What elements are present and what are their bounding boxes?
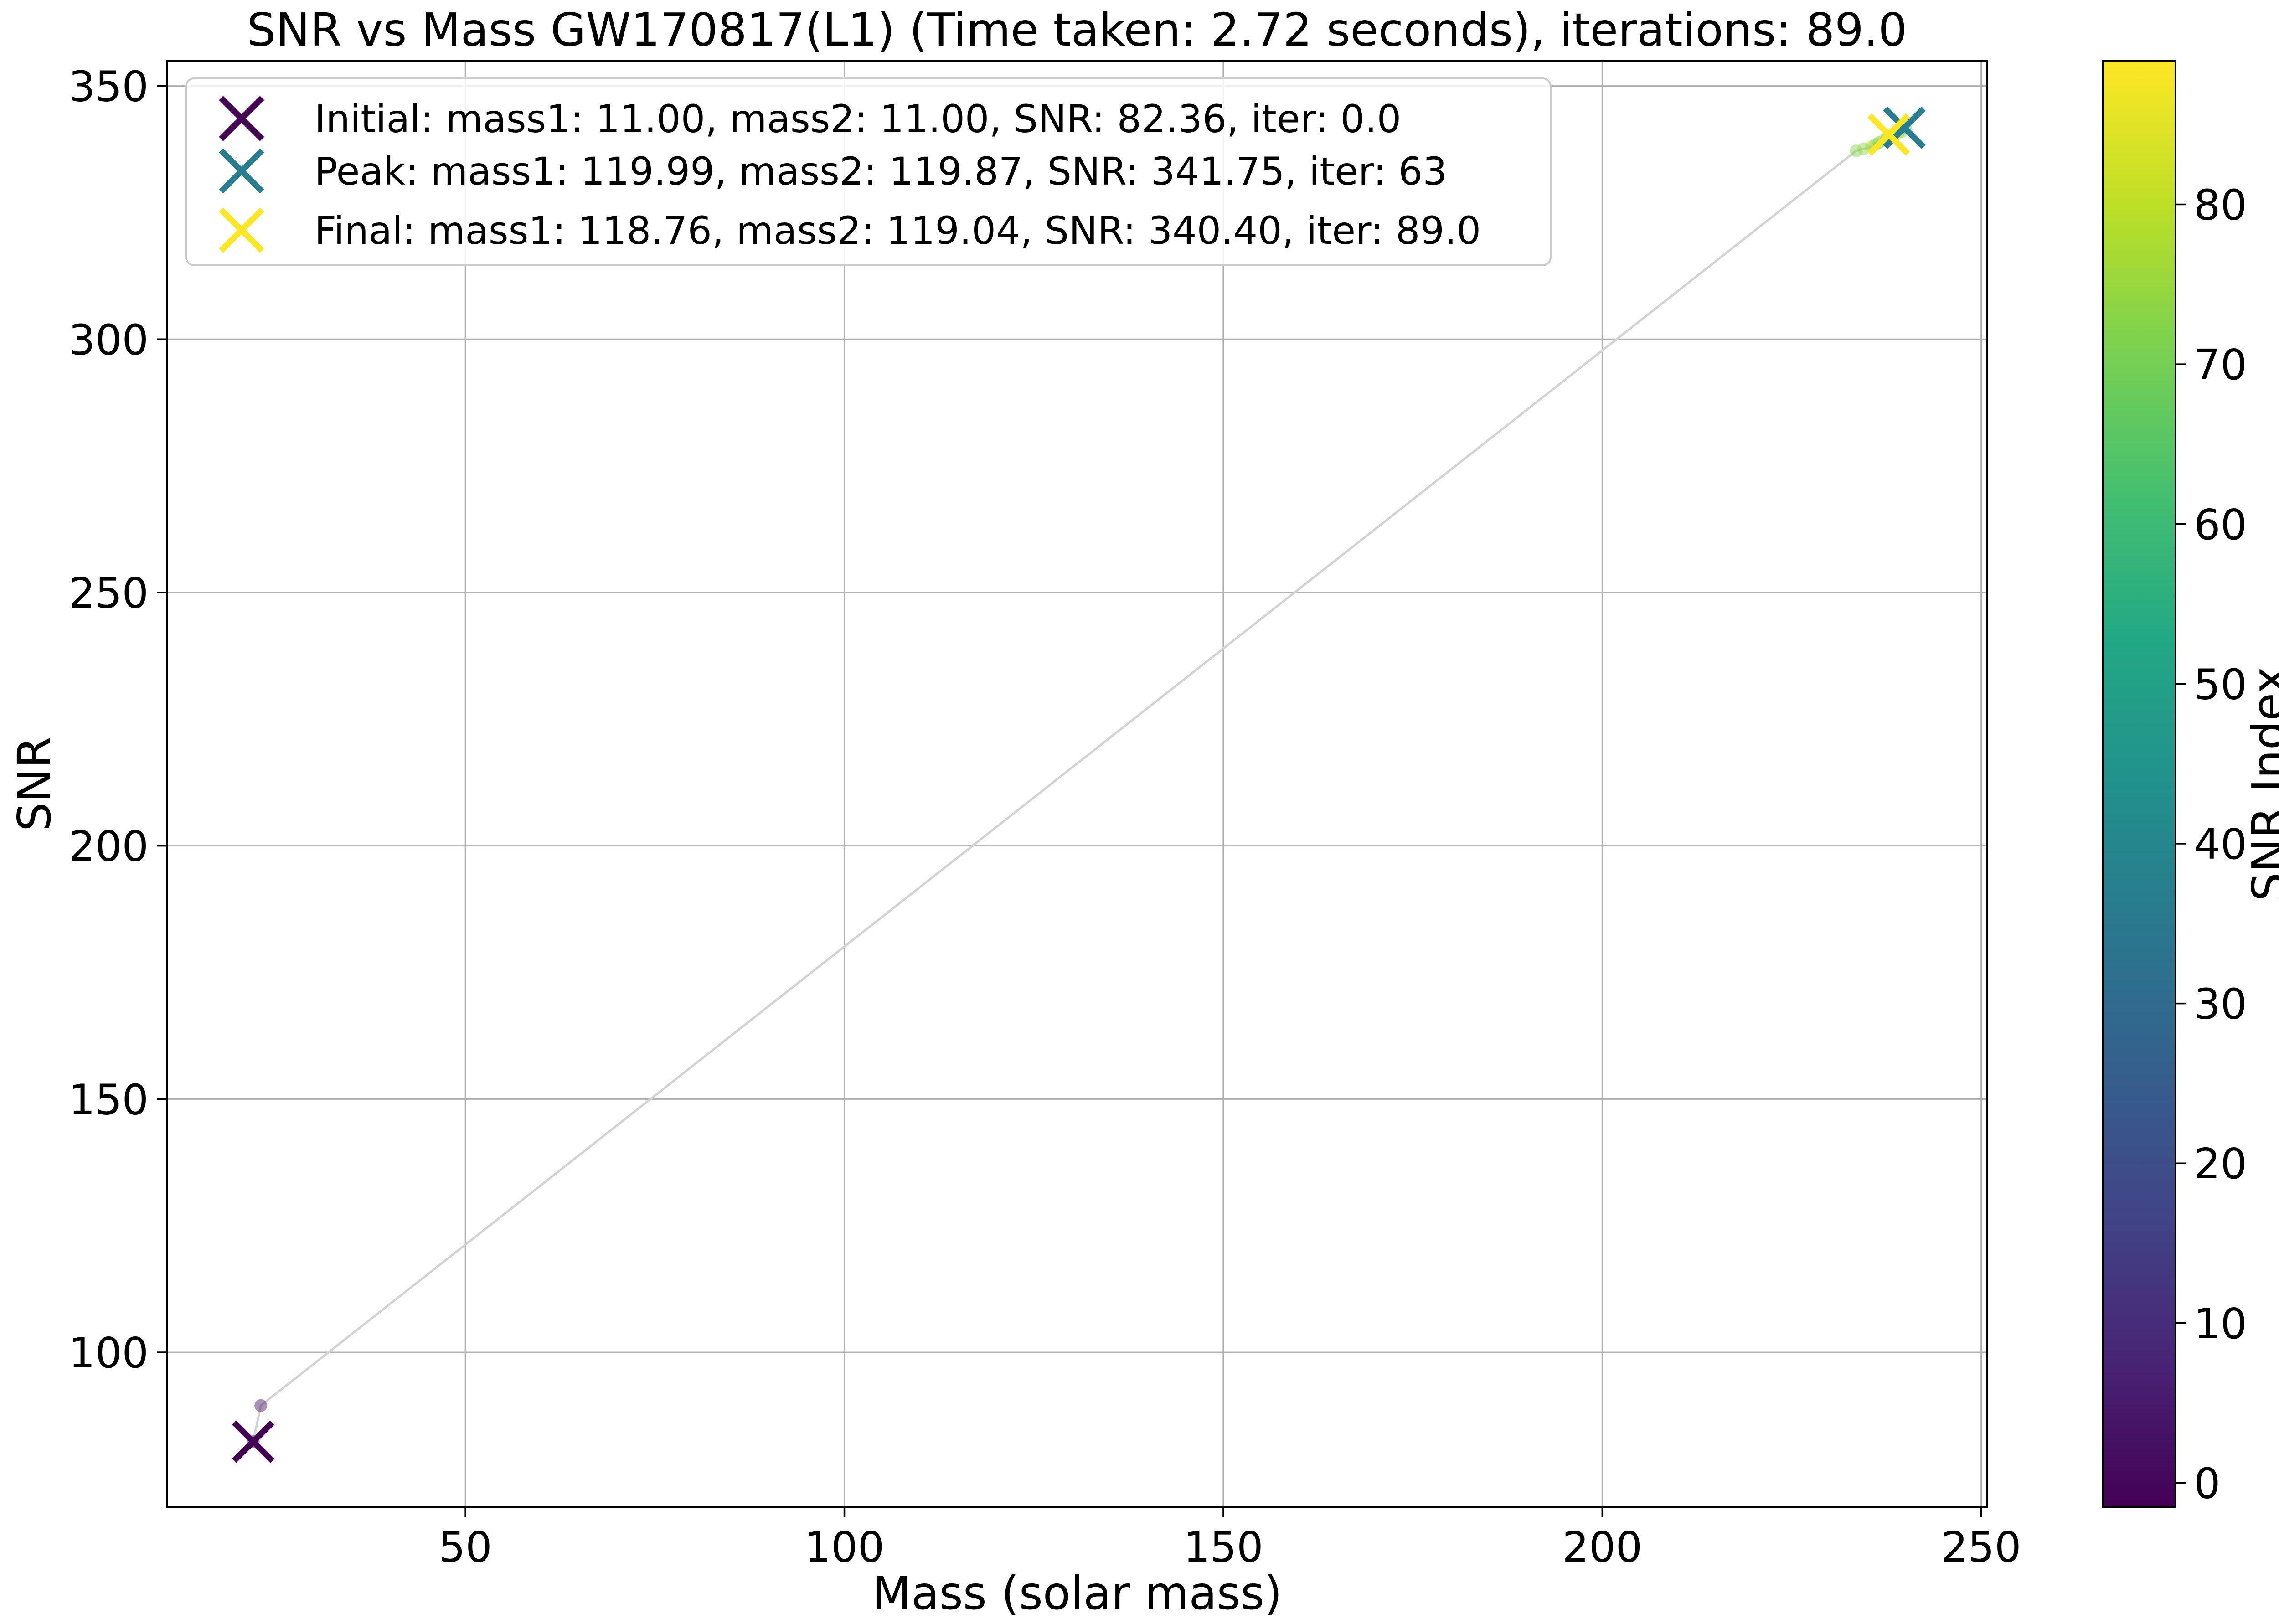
y-axis-ticks: 100 150 200 250 300 350 — [68, 62, 167, 1377]
colorbar: 0 10 20 30 40 50 60 70 80 SNR Index — [2102, 60, 2279, 1508]
legend-label-initial: Initial: mass1: 11.00, mass2: 11.00, SNR… — [315, 97, 1401, 141]
colorbar-tick-label: 10 — [2194, 1299, 2247, 1348]
x-tick-label: 50 — [439, 1523, 492, 1572]
trajectory-point — [1857, 142, 1870, 155]
plot-frame — [166, 60, 1988, 1508]
legend-label-peak: Peak: mass1: 119.99, mass2: 119.87, SNR:… — [315, 149, 1447, 194]
grid-lines — [167, 61, 1987, 1507]
colorbar-label: SNR Index — [2242, 667, 2279, 902]
colorbar-tick-label: 20 — [2194, 1139, 2247, 1188]
peak-marker — [1883, 106, 1926, 149]
trajectory-line — [252, 127, 1907, 1442]
legend-entry-final: Final: mass1: 118.76, mass2: 119.04, SNR… — [219, 207, 1481, 253]
colorbar-tick-label: 0 — [2194, 1459, 2221, 1508]
y-tick-label: 200 — [68, 822, 149, 871]
trajectory-points — [247, 121, 1912, 1448]
plot-area — [232, 106, 1926, 1463]
initial-marker — [232, 1420, 275, 1463]
legend: Initial: mass1: 11.00, mass2: 11.00, SNR… — [185, 77, 1552, 266]
y-axis-label: SNR — [8, 737, 61, 831]
x-tick-label: 100 — [804, 1523, 885, 1572]
final-marker — [1867, 113, 1910, 156]
colorbar-tick-label: 70 — [2194, 340, 2247, 389]
colorbar-tick-label: 60 — [2194, 500, 2247, 549]
legend-marker-initial — [219, 96, 264, 141]
x-axis-label: Mass (solar mass) — [872, 1567, 1282, 1620]
result-markers — [232, 106, 1926, 1463]
trajectory-point — [254, 1399, 268, 1412]
chart-title: SNR vs Mass GW170817(L1) (Time taken: 2.… — [247, 3, 1908, 57]
colorbar-gradient — [2102, 60, 2176, 1508]
x-tick-label: 200 — [1562, 1523, 1643, 1572]
legend-entry-initial: Initial: mass1: 11.00, mass2: 11.00, SNR… — [219, 96, 1401, 141]
x-tick-label: 250 — [1941, 1523, 2021, 1572]
legend-label-final: Final: mass1: 118.76, mass2: 119.04, SNR… — [315, 208, 1481, 253]
y-tick-label: 150 — [68, 1075, 149, 1124]
colorbar-tick-label: 80 — [2194, 181, 2247, 230]
x-axis-ticks: 50 100 150 200 250 — [439, 1507, 2021, 1572]
y-tick-label: 100 — [68, 1329, 149, 1377]
y-tick-label: 250 — [68, 569, 149, 618]
legend-marker-peak — [219, 148, 264, 194]
y-tick-label: 300 — [68, 315, 149, 364]
colorbar-tick-label: 50 — [2194, 660, 2247, 709]
colorbar-tick-label: 30 — [2194, 980, 2247, 1029]
trajectory-point — [1850, 144, 1863, 157]
legend-box — [185, 77, 1552, 266]
colorbar-ticks: 0 10 20 30 40 50 60 70 80 — [2176, 181, 2247, 1508]
legend-entry-peak: Peak: mass1: 119.99, mass2: 119.87, SNR:… — [219, 148, 1447, 194]
x-tick-label: 150 — [1183, 1523, 1263, 1572]
legend-marker-final — [219, 207, 264, 253]
colorbar-tick-label: 40 — [2194, 820, 2247, 869]
y-tick-label: 350 — [68, 62, 149, 111]
